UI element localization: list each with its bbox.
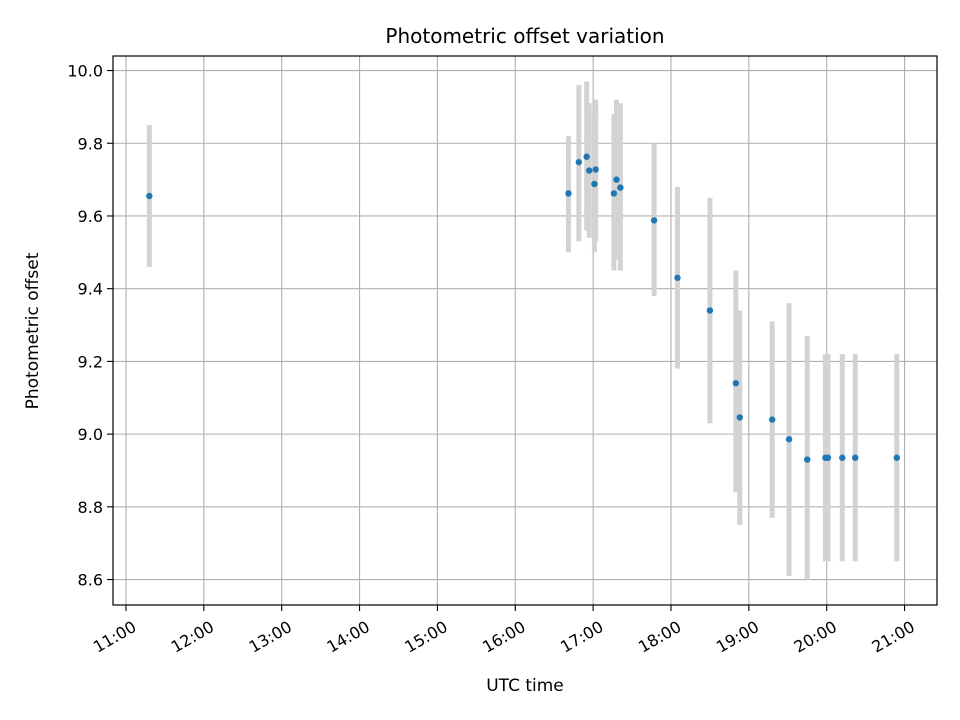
data-point (650, 217, 658, 224)
y-tick-label: 9.8 (78, 134, 103, 153)
data-point (732, 380, 740, 387)
y-tick-label: 9.6 (78, 207, 103, 226)
plot-area-frame (112, 55, 938, 606)
x-tick-label: 12:00 (168, 617, 217, 657)
data-point (804, 456, 811, 463)
data-point (824, 454, 832, 461)
x-tick-label: 19:00 (713, 617, 762, 657)
y-tick-label: 9.4 (78, 280, 103, 299)
data-point (893, 454, 900, 461)
chart-title: Photometric offset variation (385, 24, 664, 48)
y-axis-ticks: 8.6 8.8 9.0 9.2 9.4 9.6 9.8 10.0 (67, 62, 113, 590)
x-tick-label: 18:00 (635, 617, 684, 657)
data-point (769, 416, 776, 423)
x-tick-label: 13:00 (246, 617, 295, 657)
data-point (706, 307, 714, 314)
data-points (146, 153, 900, 463)
data-point (583, 153, 590, 160)
x-tick-label: 16:00 (479, 617, 528, 657)
x-tick-label: 17:00 (557, 617, 606, 657)
data-point (736, 414, 743, 421)
data-point (591, 180, 598, 188)
y-tick-label: 10.0 (67, 62, 103, 81)
y-tick-label: 8.6 (78, 571, 103, 590)
x-tick-label: 21:00 (869, 617, 918, 657)
x-tick-label: 11:00 (90, 617, 139, 657)
x-axis-label: UTC time (486, 676, 564, 696)
data-point (146, 192, 153, 200)
data-point (785, 436, 793, 443)
data-point (575, 158, 583, 166)
data-point (610, 190, 618, 197)
data-point (674, 274, 681, 281)
y-tick-label: 9.2 (78, 352, 103, 371)
data-point (613, 176, 620, 183)
y-tick-label: 9.0 (78, 425, 103, 444)
grid (113, 56, 937, 605)
y-tick-label: 8.8 (78, 498, 103, 517)
x-tick-label: 20:00 (791, 617, 840, 657)
data-point (565, 190, 572, 197)
data-point (592, 166, 599, 173)
data-point (586, 167, 593, 174)
x-tick-label: 15:00 (401, 617, 450, 657)
error-bars (146, 81, 900, 580)
data-point (839, 454, 846, 461)
data-point (617, 184, 624, 191)
data-point (852, 454, 859, 461)
x-axis-ticks: 11:00 12:00 13:00 14:00 15:00 16:00 17:00 18:00… (90, 605, 918, 657)
y-axis-label: Photometric offset (23, 252, 43, 409)
x-tick-label: 14:00 (324, 617, 373, 657)
